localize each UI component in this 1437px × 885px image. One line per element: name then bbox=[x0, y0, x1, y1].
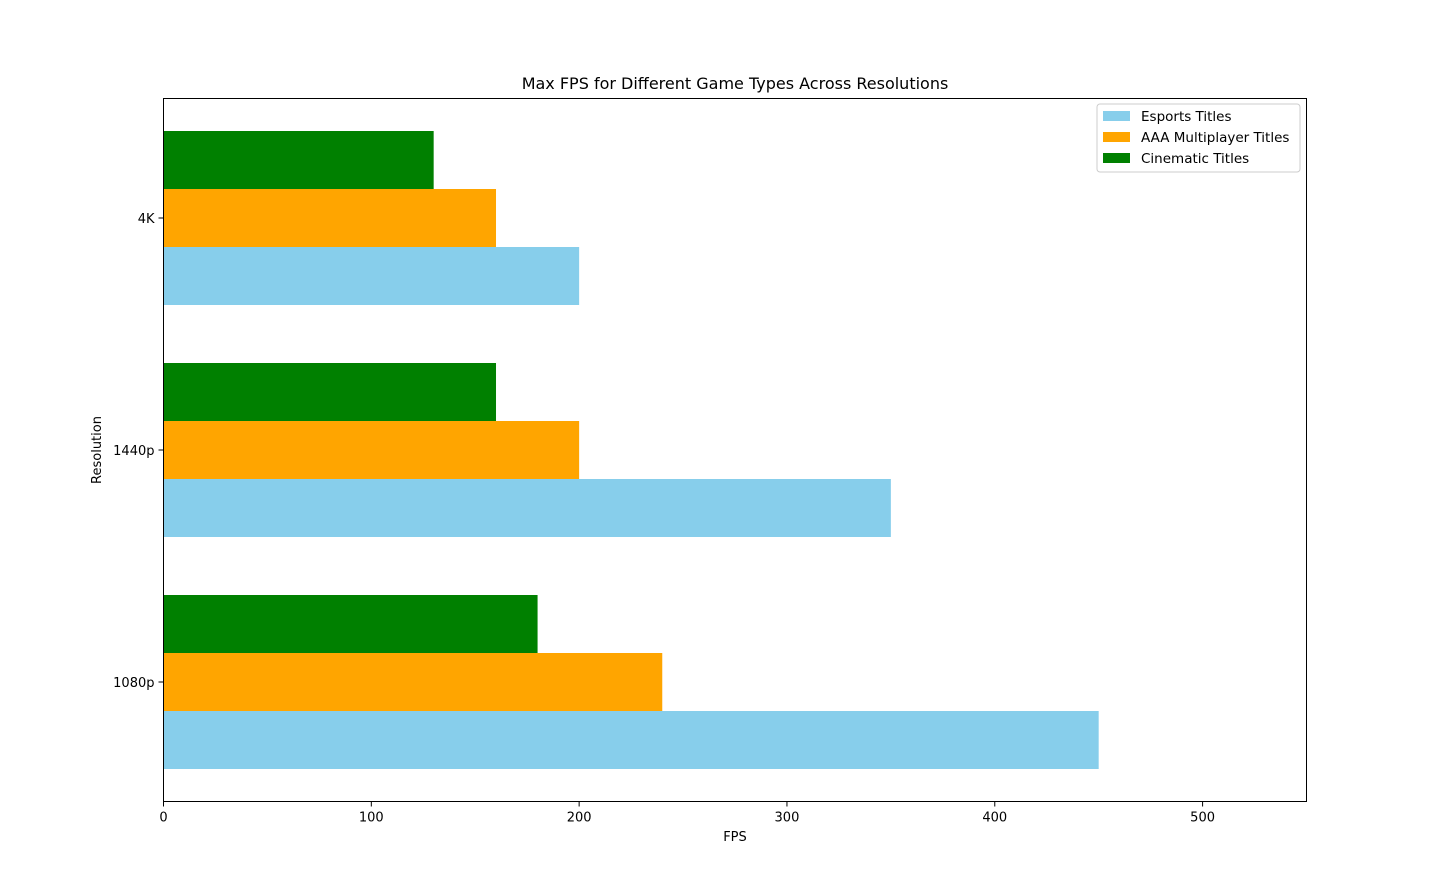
bar-esports-titles-4k bbox=[163, 247, 580, 305]
x-axis: 0 100 200 300 400 500 bbox=[159, 801, 1215, 826]
x-tick-label: 200 bbox=[567, 811, 592, 826]
x-tick-label: 300 bbox=[775, 811, 800, 826]
legend-box bbox=[1096, 103, 1301, 173]
x-tick-label: 400 bbox=[982, 811, 1007, 826]
bar-cinematic-titles-1080p bbox=[163, 595, 538, 653]
bar-cinematic-titles-4k bbox=[163, 131, 434, 189]
y-axis: 1080p 1440p 4K bbox=[113, 212, 164, 691]
x-axis-label: FPS bbox=[723, 830, 747, 845]
bar-esports-titles-1080p bbox=[163, 711, 1099, 769]
legend-label: Esports Titles bbox=[1141, 109, 1232, 125]
y-tick-label: 1440p bbox=[113, 444, 154, 459]
legend-swatch bbox=[1103, 153, 1130, 163]
bar-aaa-multiplayer-titles-4k bbox=[163, 189, 497, 247]
bar-esports-titles-1440p bbox=[163, 479, 891, 537]
bars-group bbox=[163, 131, 1099, 769]
legend: Esports Titles AAA Multiplayer Titles Cine… bbox=[1096, 103, 1301, 173]
x-tick-label: 0 bbox=[159, 811, 167, 826]
bar-aaa-multiplayer-titles-1080p bbox=[163, 653, 663, 711]
y-axis-label: Resolution bbox=[90, 416, 105, 484]
x-tick-label: 500 bbox=[1190, 811, 1215, 826]
bar-cinematic-titles-1440p bbox=[163, 363, 497, 421]
x-tick-label: 100 bbox=[359, 811, 384, 826]
y-tick-label: 4K bbox=[138, 212, 155, 227]
y-tick-label: 1080p bbox=[113, 676, 154, 691]
legend-label: Cinematic Titles bbox=[1141, 151, 1249, 167]
legend-swatch bbox=[1103, 111, 1130, 121]
bar-aaa-multiplayer-titles-1440p bbox=[163, 421, 580, 479]
legend-swatch bbox=[1103, 132, 1130, 142]
chart-title: Max FPS for Different Game Types Across … bbox=[522, 74, 949, 93]
legend-label: AAA Multiplayer Titles bbox=[1141, 130, 1289, 146]
